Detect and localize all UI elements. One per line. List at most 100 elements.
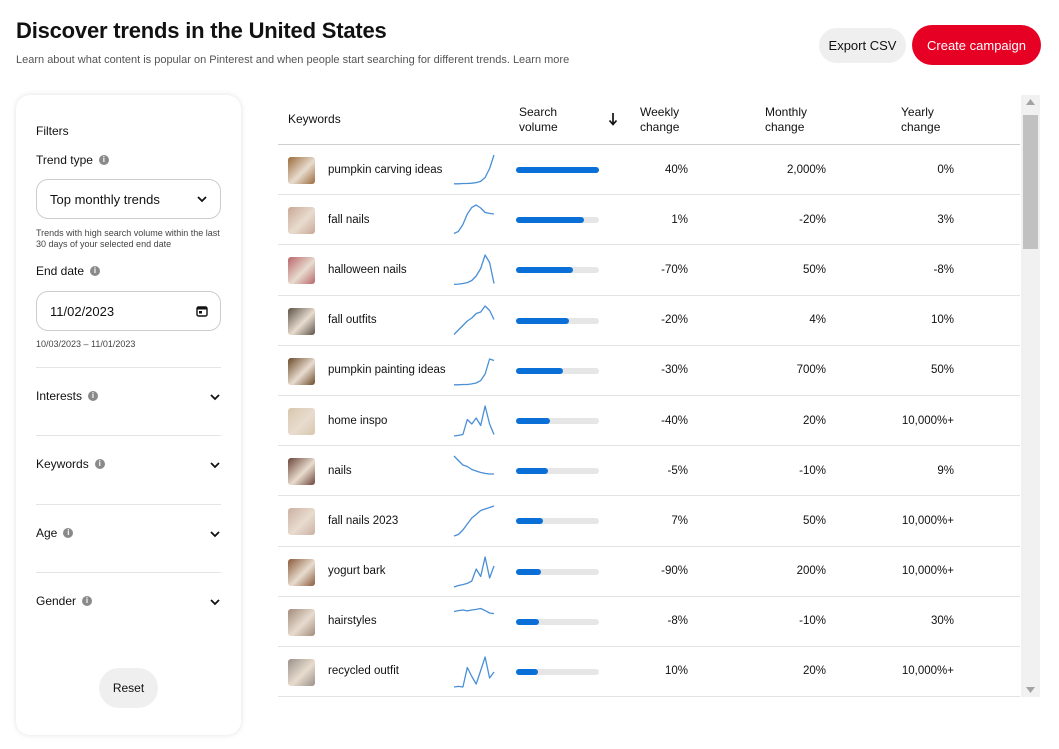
end-date-input[interactable]: 11/02/2023 [36, 291, 221, 331]
weekly-change: -30% [661, 364, 688, 377]
info-icon[interactable]: i [82, 596, 93, 606]
search-volume-fill [516, 668, 539, 675]
interests-label: Interests [36, 389, 83, 403]
keyword-thumbnail [288, 508, 315, 536]
table-row[interactable]: yogurt bark -90% 200% 10,000%+ [278, 547, 1020, 597]
reset-button[interactable]: Reset [99, 668, 158, 708]
yearly-change: 30% [930, 615, 954, 628]
monthly-change: 50% [802, 514, 826, 527]
keyword-label[interactable]: yogurt bark [328, 565, 386, 578]
keyword-label[interactable]: halloween nails [328, 263, 407, 276]
end-date-value: 11/02/2023 [50, 303, 115, 319]
monthly-change: 200% [796, 565, 826, 578]
end-date-label: End date i [36, 264, 101, 278]
keywords-accordion[interactable]: Keywords i [36, 454, 221, 474]
table-row[interactable]: pumpkin carving ideas 40% 2,000% 0% [278, 145, 1020, 196]
search-volume-bar [516, 317, 599, 324]
weekly-change: -40% [661, 414, 688, 427]
weekly-change: -20% [661, 314, 688, 327]
sparkline-path [453, 204, 495, 235]
yearly-change: 3% [937, 213, 954, 226]
divider [36, 367, 221, 368]
info-icon[interactable]: i [94, 459, 105, 469]
scroll-up-icon[interactable] [1026, 99, 1035, 105]
table-row[interactable]: pumpkin painting ideas -30% 700% 50% [278, 346, 1020, 396]
sparkline-path [453, 607, 495, 614]
monthly-change: -20% [799, 213, 826, 226]
keyword-label[interactable]: fall nails 2023 [328, 514, 399, 527]
chevron-down-icon [210, 394, 220, 401]
keyword-thumbnail [288, 307, 315, 335]
search-volume-fill [516, 618, 540, 625]
table-row[interactable]: hairstyles -8% -10% 30% [278, 597, 1020, 647]
trend-sparkline [453, 254, 495, 286]
yearly-change: 10,000%+ [901, 414, 954, 427]
keyword-thumbnail [288, 658, 315, 686]
table-row[interactable]: fall nails 1% -20% 3% [278, 195, 1020, 246]
header-search-volume[interactable]: Search volume [519, 105, 558, 135]
keyword-label[interactable]: nails [328, 464, 352, 477]
trend-sparkline [453, 607, 495, 614]
filters-panel: Filters Trend type i Top monthly trends … [16, 95, 241, 735]
search-volume-bar [516, 568, 599, 575]
keyword-label[interactable]: hairstyles [328, 615, 377, 628]
trend-sparkline [453, 455, 494, 475]
trend-sparkline [453, 555, 495, 588]
info-icon[interactable]: i [88, 391, 99, 401]
sparkline-path [453, 254, 495, 286]
gender-accordion[interactable]: Gender i [36, 591, 221, 611]
sort-down-arrow-icon[interactable] [608, 112, 618, 126]
sparkline-path [453, 405, 495, 437]
create-campaign-button[interactable]: Create campaign [912, 25, 1041, 65]
yearly-change: 10,000%+ [901, 665, 954, 678]
monthly-change: 20% [802, 665, 826, 678]
keyword-thumbnail [288, 207, 315, 235]
trend-type-label-text: Trend type [36, 153, 93, 167]
page-title: Discover trends in the United States [16, 18, 387, 43]
header-search-volume-line2: volume [519, 120, 558, 134]
trend-sparkline [453, 656, 495, 688]
header-weekly-change[interactable]: Weekly change [640, 105, 679, 135]
divider [36, 572, 221, 573]
keyword-thumbnail [288, 257, 315, 285]
trend-sparkline [453, 505, 495, 537]
info-icon[interactable]: i [90, 266, 101, 276]
age-label: Age [36, 526, 58, 540]
scrollbar-thumb[interactable] [1023, 115, 1038, 249]
export-csv-button[interactable]: Export CSV [819, 28, 906, 63]
keyword-label[interactable]: fall outfits [328, 314, 377, 327]
keyword-label[interactable]: home inspo [328, 414, 388, 427]
search-volume-bar [516, 668, 599, 675]
header-monthly-change[interactable]: Monthly change [765, 105, 807, 135]
age-accordion[interactable]: Age i [36, 523, 221, 543]
trend-type-value: Top monthly trends [50, 191, 160, 207]
monthly-change: 2,000% [786, 163, 826, 176]
filters-title: Filters [36, 124, 69, 138]
monthly-change: 700% [796, 364, 826, 377]
interests-accordion[interactable]: Interests i [36, 386, 221, 406]
keyword-label[interactable]: recycled outfit [328, 665, 399, 678]
scrollbar[interactable] [1021, 95, 1040, 697]
table-body: pumpkin carving ideas 40% 2,000% 0% fall nai… [278, 145, 1020, 697]
info-icon[interactable]: i [98, 155, 109, 165]
keyword-label[interactable]: pumpkin painting ideas [328, 364, 446, 377]
calendar-icon[interactable] [196, 305, 208, 317]
table-row[interactable]: fall outfits -20% 4% 10% [278, 296, 1020, 346]
table-row[interactable]: home inspo -40% 20% 10,000%+ [278, 396, 1020, 447]
sparkline-path [453, 555, 495, 588]
info-icon[interactable]: i [63, 528, 74, 538]
search-volume-bar [516, 518, 599, 525]
search-volume-fill [516, 267, 574, 274]
yearly-change: -8% [933, 263, 954, 276]
table-row[interactable]: halloween nails -70% 50% -8% [278, 245, 1020, 296]
keyword-label[interactable]: pumpkin carving ideas [328, 163, 443, 176]
header-yearly-change[interactable]: Yearly change [901, 105, 940, 135]
table-row[interactable]: recycled outfit 10% 20% 10,000%+ [278, 647, 1020, 697]
table-row[interactable]: fall nails 2023 7% 50% 10,000%+ [278, 496, 1020, 547]
page-subtitle: Learn about what content is popular on P… [16, 54, 570, 66]
trend-type-select[interactable]: Top monthly trends [36, 179, 221, 219]
keyword-label[interactable]: fall nails [328, 213, 370, 226]
keyword-thumbnail [288, 558, 315, 586]
scroll-down-icon[interactable] [1026, 687, 1035, 693]
table-row[interactable]: nails -5% -10% 9% [278, 446, 1020, 497]
